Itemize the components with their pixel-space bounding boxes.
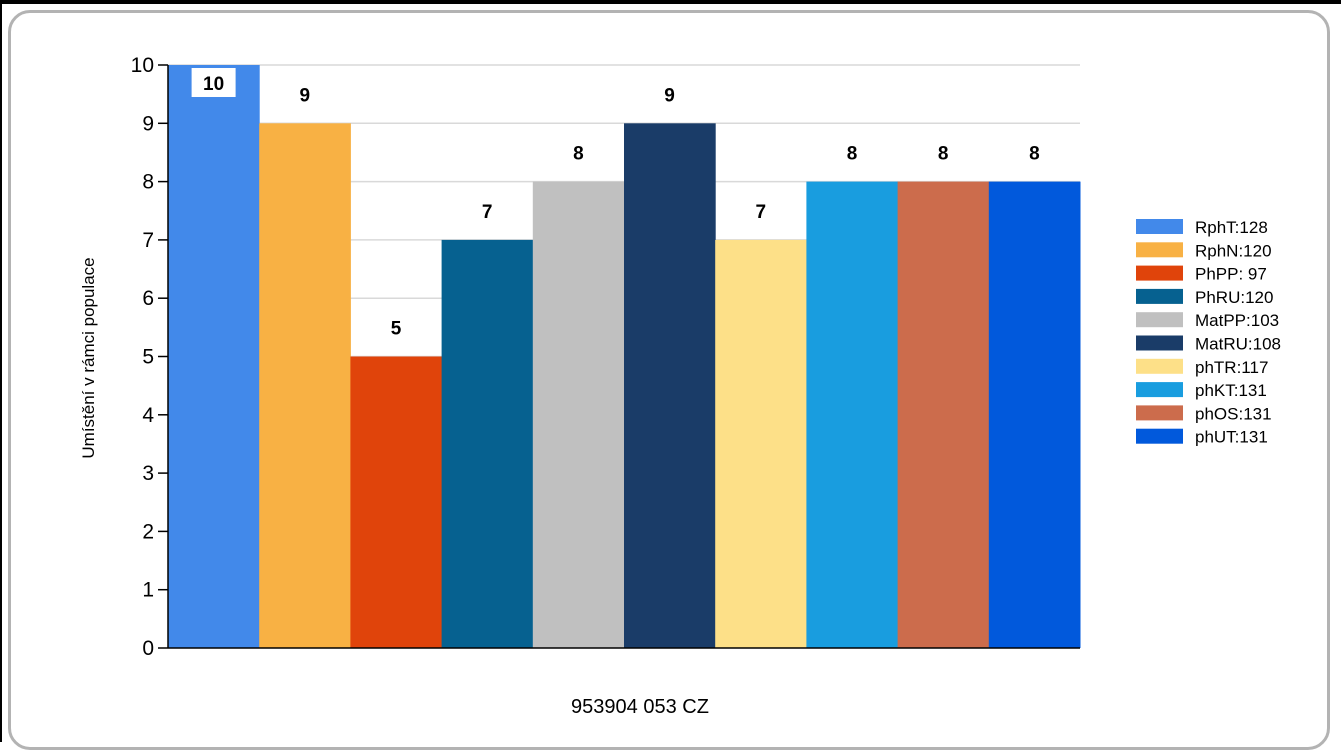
y-tick-label: 6 [142,287,154,310]
legend-swatch [1136,405,1183,421]
bar [259,123,351,649]
data-label: 9 [300,85,311,106]
legend-swatch [1136,312,1183,328]
legend-label: phUT:131 [1195,428,1268,447]
data-label: 8 [573,144,584,165]
y-axis-label: Umístění v rámci populace [79,257,98,458]
data-label-background [191,68,236,97]
bar [988,181,1081,648]
bar [168,65,260,648]
legend-label: PhRU:120 [1195,288,1273,307]
legend-label: phOS:131 [1195,404,1272,423]
legend-swatch [1136,265,1183,281]
data-labels: 10 9 5 7 8 9 7 8 8 8 [191,68,1040,340]
y-tick-label: 1 [142,579,154,602]
legend-label: RphN:120 [1195,241,1272,260]
frame-top-line [0,0,1341,4]
bar [715,239,807,648]
legend-swatch [1136,288,1183,304]
y-tick-label: 8 [142,171,154,194]
bar [350,356,443,648]
bar [532,181,625,648]
legend-label: phKT:131 [1195,381,1267,400]
y-tick-labels: 0 1 2 3 4 5 6 7 8 9 10 [131,54,155,660]
legend-label: MatPP:103 [1195,311,1279,330]
legend-swatch [1136,335,1183,351]
bar [624,123,716,649]
legend-label: MatRU:108 [1195,335,1281,354]
legend-swatch [1136,382,1183,398]
y-tick-label: 2 [142,520,154,543]
axes [158,64,1080,649]
bars [168,65,1081,649]
bar [897,181,990,648]
legend-swatch [1136,242,1183,258]
y-tick-label: 3 [142,462,154,485]
legend-swatch [1136,428,1183,444]
bar [806,181,899,648]
bar [441,239,534,648]
data-label: 8 [938,144,949,165]
data-label: 8 [847,144,858,165]
data-label: 9 [664,85,675,106]
y-tick-label: 9 [142,112,154,135]
legend-label: phTR:117 [1195,358,1268,377]
legend-swatch [1136,358,1183,374]
data-label: 7 [482,202,493,223]
data-label: 8 [1029,144,1040,165]
legend-label: PhPP: 97 [1195,265,1267,284]
legend-swatch [1136,219,1183,234]
legend: RphT:128 RphN:120 PhPP: 97 PhRU:120 MatPP:10… [1136,218,1281,447]
y-tick-label: 0 [142,637,154,660]
data-label: 7 [756,202,767,223]
y-tick-label: 7 [142,229,154,252]
y-tick-label: 4 [142,404,154,427]
legend-label: RphT:128 [1195,218,1268,237]
y-tick-label: 10 [131,54,154,77]
y-tick-label: 5 [142,346,154,369]
x-axis-label: 953904 053 CZ [571,696,709,718]
data-label: 5 [391,319,402,340]
frame-left-line [0,0,2,742]
data-label: 10 [203,74,224,95]
